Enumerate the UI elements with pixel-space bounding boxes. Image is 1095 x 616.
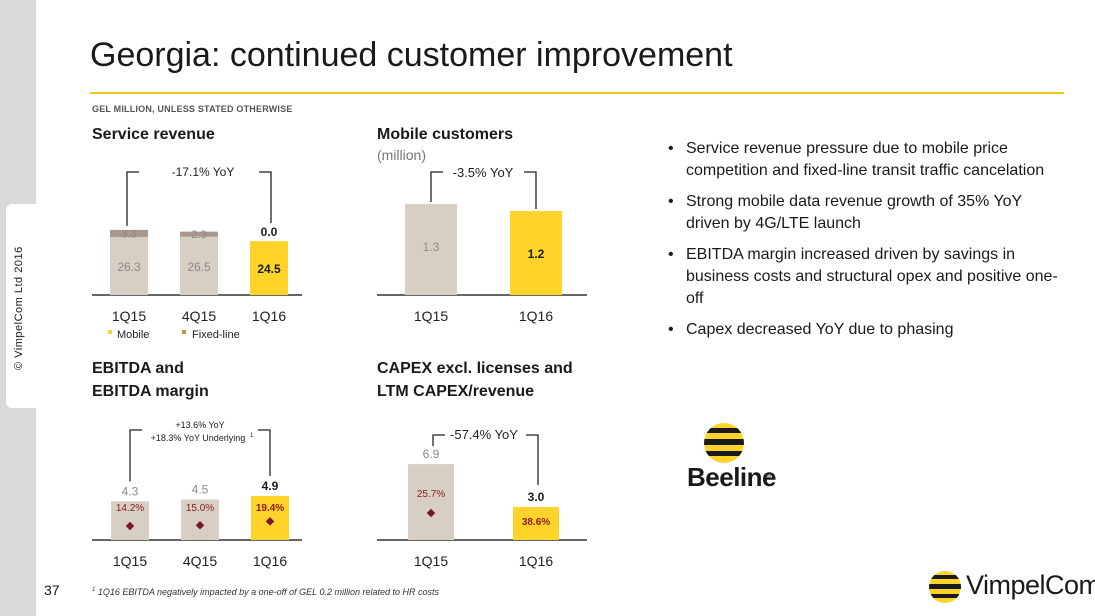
category-label: 1Q15 [113,553,147,569]
mobile-customers-bracket-left [430,171,443,202]
capex-ratio-marker [426,508,436,518]
ebitda-value-label: 4.9 [262,479,279,493]
category-label: 4Q15 [182,308,216,324]
vimpelcom-logo-icon [929,571,961,603]
capex-bar [513,507,559,540]
capex-title-line2: LTM CAPEX/revenue [377,383,535,400]
service-revenue-change-label: -17.1% YoY [172,165,235,179]
mobile-value-label: 24.5 [257,262,281,276]
bullet-list: Service revenue pressure due to mobile p… [666,138,1066,350]
ebitda-bar [111,501,149,540]
beeline-tm: TM [764,474,772,480]
fixed-line-value-label: 3.3 [121,229,136,241]
category-label: 1Q16 [519,308,553,324]
category-label: 1Q16 [253,553,287,569]
footnote: 1 1Q16 EBITDA negatively impacted by a o… [92,587,439,597]
vimpelcom-wordmark: VimpelCom [966,570,1095,600]
category-label: 1Q16 [519,553,553,569]
capex-value-label: 3.0 [528,490,545,504]
ebitda-bar [181,499,219,540]
bullet-item: EBITDA margin increased driven by saving… [666,244,1066,310]
page-number: 37 [44,582,60,598]
beeline-logo-icon [704,423,744,463]
legend-label-fixed-line: Fixed-line [192,329,240,341]
ebitda-margin-label: 15.0% [186,503,214,514]
fixed-line-bar [180,231,218,237]
category-label: 1Q15 [414,308,448,324]
fixed-line-value-label: 0.0 [261,225,278,239]
legend-swatch-mobile [108,330,112,334]
ebitda-footnote-marker: 1 [250,433,254,439]
mobile-customers-bracket-right [524,171,537,209]
fixed-line-bar [110,229,148,238]
ebitda-title-line1: EBITDA and [92,360,184,377]
capex-ratio-label: 25.7% [417,489,445,500]
ebitda-title-line2: EBITDA margin [92,383,209,400]
capex-bar [408,464,454,540]
page-title: Georgia: continued customer improvement [90,36,733,74]
service-revenue-title: Service revenue [92,126,215,143]
customers-bar [405,204,457,295]
category-label: 1Q15 [112,308,146,324]
mobile-bar [180,236,218,295]
customers-value-label: 1.2 [528,247,545,261]
bullet-item: Strong mobile data revenue growth of 35%… [666,191,1066,235]
customers-value-label: 1.3 [423,240,440,254]
capex-value-label: 6.9 [423,447,440,461]
capex-bracket-right [526,434,539,485]
category-label: 4Q15 [183,553,217,569]
mobile-bar [110,237,148,295]
mobile-value-label: 26.3 [117,260,141,274]
mobile-bar [250,241,288,295]
service-revenue-bracket-left [126,171,139,226]
bullet-item: Capex decreased YoY due to phasing [666,319,1066,341]
units-note: GEL MILLION, UNLESS STATED OTHERWISE [92,104,293,114]
ebitda-bracket-left [129,429,142,482]
ebitda-underlying-change-label: +18.3% YoY Underlying [151,433,246,443]
legend-swatch-fixed-line [182,330,186,334]
ebitda-value-label: 4.5 [192,483,209,497]
mobile-customers-title: Mobile customers [377,126,514,143]
mobile-customers-change-label: -3.5% YoY [453,165,514,180]
capex-change-label: -57.4% YoY [450,427,518,442]
bullet-item: Service revenue pressure due to mobile p… [666,138,1066,182]
ebitda-margin-label: 19.4% [256,503,284,514]
service-revenue-bracket-right [259,171,272,224]
category-label: 1Q15 [414,553,448,569]
footnote-text: 1Q16 EBITDA negatively impacted by a one… [97,587,440,597]
ebitda-value-label: 4.3 [122,484,139,498]
mobile-value-label: 26.5 [187,260,211,274]
category-label: 1Q16 [252,308,286,324]
beeline-wordmark: Beeline [687,462,777,492]
capex-ratio-label: 38.6% [522,517,550,528]
capex-bracket-left [432,434,445,447]
mobile-customers-subtitle: (million) [377,147,426,163]
ebitda-margin-label: 14.2% [116,503,144,514]
ebitda-bracket-right [258,429,271,476]
ebitda-margin-marker [265,517,275,526]
ebitda-change-label: +13.6% YoY [175,420,224,430]
customers-bar [510,211,562,295]
title-underline [90,92,1064,94]
legend-label-mobile: Mobile [117,329,149,341]
fixed-line-value-label: 2.3 [191,229,206,241]
capex-title-line1: CAPEX excl. licenses and [377,360,573,377]
footnote-marker: 1 [92,587,96,593]
side-tab-panel [6,204,38,408]
